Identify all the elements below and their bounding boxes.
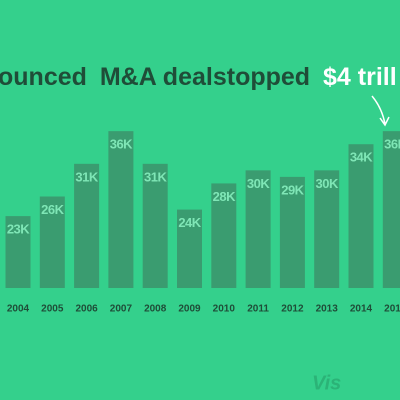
title-part: ounced [0, 63, 87, 91]
value-label: 31K [144, 169, 167, 184]
x-tick-label: 2007 [110, 304, 133, 315]
bar [314, 170, 340, 288]
bar [245, 170, 271, 288]
title-part: topped [227, 63, 310, 91]
value-label: 23K [7, 222, 30, 237]
x-tick-label: 2010 [213, 304, 236, 315]
x-tick-label: 2009 [178, 304, 201, 315]
x-tick-label: 2006 [75, 304, 98, 315]
x-tick-label: 2013 [316, 304, 339, 315]
x-tick-label: 2012 [281, 304, 304, 315]
x-tick-label: 2011 [247, 304, 269, 315]
bar [211, 183, 237, 288]
x-tick-label: 2004 [7, 304, 30, 315]
bar [74, 163, 100, 288]
bar [382, 131, 400, 288]
value-label: 30K [247, 176, 270, 191]
value-label: 24K [178, 215, 201, 230]
bar [279, 176, 305, 288]
x-tick-label: 2014 [350, 304, 373, 315]
annotation-arrow [371, 95, 390, 127]
value-label: 28K [213, 189, 236, 204]
value-label: 36K [384, 137, 400, 152]
bar [39, 196, 65, 288]
bar [142, 163, 168, 288]
value-label: 26K [41, 202, 64, 217]
chart-title: ounced M&A dealstopped $4 trill [0, 63, 397, 91]
title-part: $4 trill [323, 63, 397, 91]
watermark: Vis [312, 372, 341, 394]
title-part: M&A deals [100, 63, 227, 91]
x-tick-label: 2005 [41, 304, 64, 315]
bar [348, 144, 374, 288]
value-label: 31K [75, 169, 98, 184]
value-label: 36K [110, 137, 133, 152]
value-label: 30K [316, 176, 339, 191]
bar [5, 216, 31, 288]
bar [177, 209, 202, 288]
value-label: 29K [281, 182, 304, 197]
value-label: 34K [350, 150, 373, 165]
x-tick-label: 2015 [384, 304, 400, 315]
bar [108, 131, 134, 288]
x-tick-label: 2008 [144, 304, 167, 315]
